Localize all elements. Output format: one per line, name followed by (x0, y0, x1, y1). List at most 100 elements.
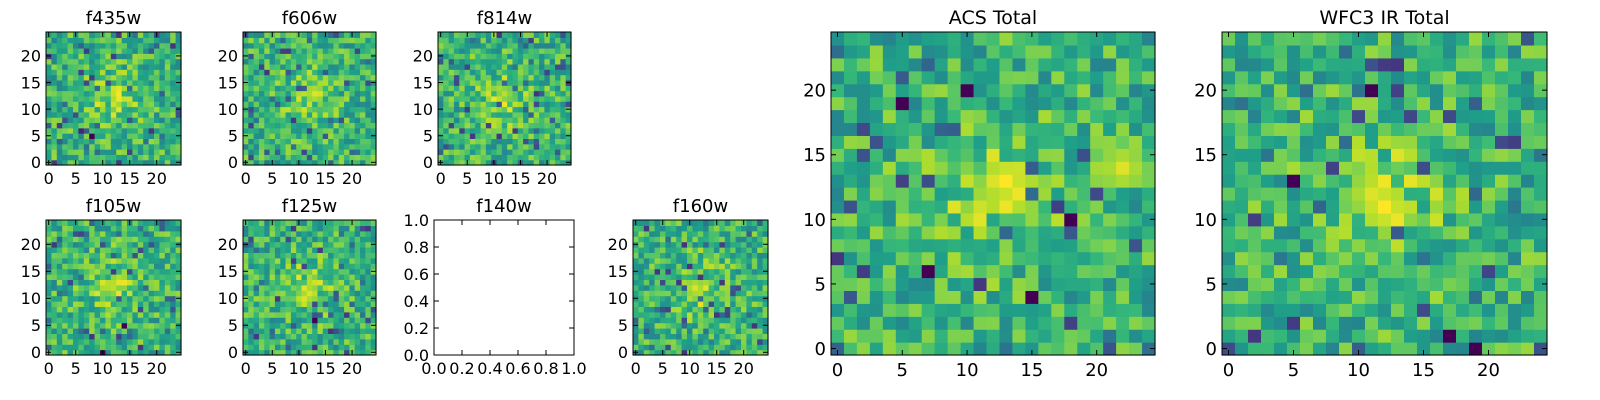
heatmap-cell (62, 257, 69, 264)
heatmap-cell (333, 95, 340, 102)
heatmap-cell (676, 241, 683, 248)
heatmap-cell (539, 143, 545, 150)
heatmap-cell (73, 268, 79, 275)
heatmap-cell (676, 274, 683, 280)
heatmap-cell (105, 247, 112, 253)
heatmap-cell (89, 95, 96, 102)
heatmap-cell (649, 257, 656, 264)
heatmap-cell (703, 220, 710, 226)
heatmap-cell (365, 274, 372, 280)
heatmap-cell (154, 85, 160, 92)
heatmap-cell (154, 311, 160, 318)
heatmap-cell (741, 344, 747, 351)
heatmap-cell (89, 236, 96, 243)
heatmap-cell (714, 225, 720, 232)
heatmap-cell (681, 252, 688, 259)
heatmap-cell (317, 306, 324, 313)
heatmap-cell (116, 101, 123, 108)
heatmap-cell (1352, 303, 1366, 317)
heatmap-cell (480, 85, 487, 92)
heatmap-cell (638, 257, 645, 264)
heatmap-cell (100, 133, 106, 139)
heatmap-cell (973, 83, 988, 98)
heatmap-cell (328, 117, 335, 124)
heatmap-cell (306, 252, 313, 259)
heatmap-cell (670, 252, 677, 259)
heatmap-cell (105, 317, 112, 324)
heatmap-cell (83, 333, 90, 340)
heatmap-cell (1482, 264, 1496, 279)
heatmap-cell (665, 306, 672, 313)
heatmap-cell (1038, 44, 1052, 59)
heatmap-cell (843, 238, 858, 253)
heatmap-cell (751, 322, 758, 329)
heatmap-cell (121, 236, 128, 243)
heatmap-cell (703, 317, 710, 324)
heatmap-cell (1391, 303, 1405, 317)
heatmap-cell (110, 236, 117, 243)
heatmap-cell (895, 329, 910, 343)
heatmap-cell (1274, 329, 1288, 343)
heatmap-cell (1339, 303, 1353, 317)
heatmap-cell (730, 306, 737, 313)
heatmap-cell (1326, 174, 1340, 188)
heatmap-cell (137, 143, 144, 150)
heatmap-cell (344, 268, 350, 275)
heatmap-cell (170, 301, 177, 307)
heatmap-cell (290, 220, 297, 226)
heatmap-cell (78, 149, 85, 155)
heatmap-cell (46, 69, 52, 76)
heatmap-cell (633, 284, 639, 291)
heatmap-cell (714, 322, 720, 329)
heatmap-cell (687, 322, 693, 329)
heatmap-cell (714, 295, 720, 302)
heatmap-cell (105, 117, 112, 124)
heatmap-cell (708, 290, 715, 297)
heatmap-cell (154, 138, 160, 145)
heatmap-cell (349, 127, 356, 134)
heatmap-cell (1025, 316, 1039, 330)
heatmap-cell (1482, 329, 1496, 343)
heatmap-cell (344, 143, 350, 150)
heatmap-cell (290, 247, 297, 253)
heatmap-cell (869, 57, 884, 72)
heatmap-cell (960, 70, 975, 85)
heatmap-cell (344, 338, 350, 345)
heatmap-cell (831, 290, 845, 304)
heatmap-cell (312, 85, 319, 92)
heatmap-cell (843, 316, 858, 330)
y-tick-label: 0 (31, 153, 41, 172)
heatmap-cell (170, 274, 177, 280)
heatmap-cell (73, 236, 79, 243)
heatmap-cell (89, 225, 96, 232)
heatmap-cell (328, 58, 335, 65)
heatmap-cell (83, 69, 90, 76)
heatmap-cell (243, 284, 249, 291)
heatmap-cell (274, 159, 281, 166)
heatmap-cell (1090, 70, 1104, 85)
heatmap-cell (274, 42, 281, 49)
heatmap-cell (856, 342, 871, 356)
heatmap-cell (159, 311, 166, 318)
heatmap-cell (264, 328, 271, 334)
heatmap-cell (322, 90, 329, 97)
heatmap-cell (643, 263, 650, 270)
heatmap-cell (1430, 342, 1444, 356)
heatmap-cell (105, 241, 112, 248)
heatmap-cell (539, 63, 545, 70)
heatmap-cell (1116, 277, 1130, 291)
heatmap-cell (285, 32, 292, 38)
heatmap-cell (301, 101, 308, 108)
heatmap-cell (328, 241, 335, 248)
heatmap-cell (105, 111, 112, 118)
heatmap-cell (328, 143, 335, 150)
heatmap-cell (349, 133, 356, 139)
heatmap-cell (908, 148, 923, 162)
heatmap-cell (127, 279, 133, 286)
heatmap-cell (459, 159, 466, 166)
heatmap-cell (501, 58, 508, 65)
heatmap-cell (1417, 264, 1431, 279)
heatmap-cell (921, 277, 936, 291)
heatmap-cell (121, 58, 128, 65)
heatmap-cell (132, 143, 139, 150)
